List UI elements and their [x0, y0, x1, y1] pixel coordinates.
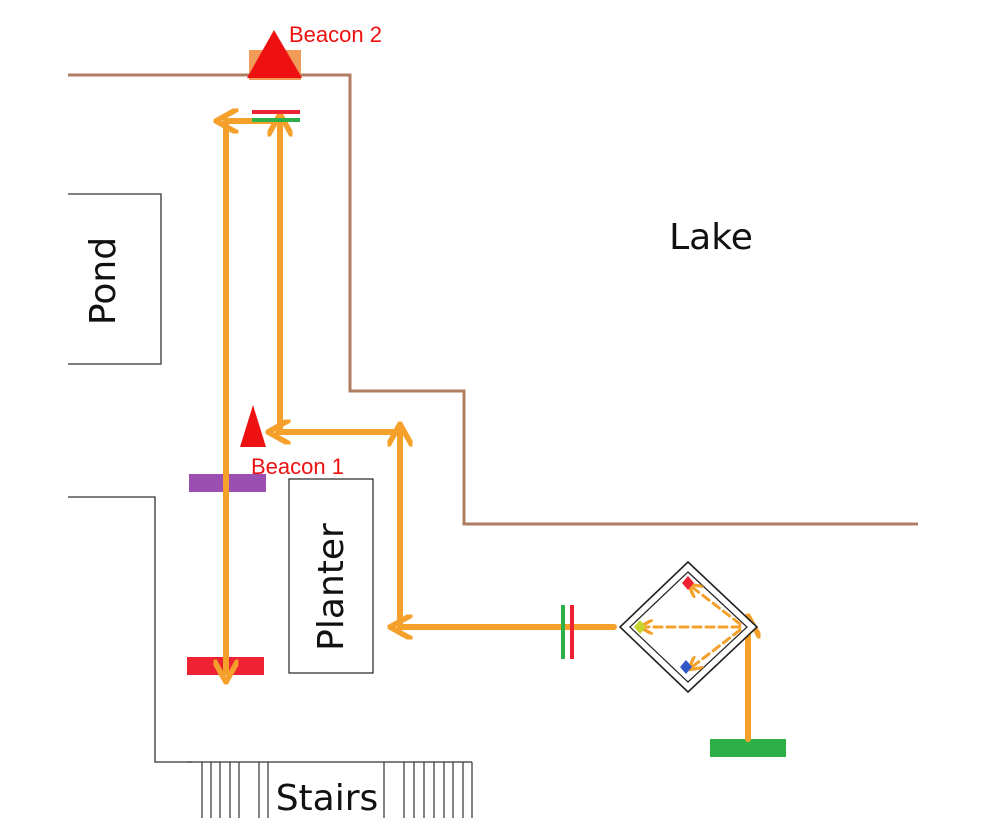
planter-outline	[288, 478, 374, 674]
route	[226, 121, 748, 742]
pond-outline	[68, 193, 162, 365]
diamond-yellow-marker	[634, 620, 646, 634]
diamond-blue-marker	[680, 660, 692, 674]
stairs-label: Stairs	[276, 778, 379, 819]
stairs	[187, 761, 473, 818]
boundary-wall	[68, 496, 192, 763]
planter-label: Planter	[311, 523, 352, 651]
pond-label: Pond	[83, 237, 124, 325]
beacon-1-cone	[240, 405, 266, 447]
lake-label: Lake	[669, 217, 753, 258]
beacon-2-cone	[247, 30, 302, 78]
side-gate	[561, 605, 574, 659]
turning-diamond	[618, 560, 759, 694]
diamond-red-marker	[682, 576, 694, 590]
beacon-1-label: Beacon 1	[251, 454, 344, 479]
lake-shoreline	[68, 73, 918, 526]
green-start-pad	[710, 739, 786, 757]
beacon-2-label: Beacon 2	[289, 22, 382, 47]
top-gate	[252, 110, 300, 122]
